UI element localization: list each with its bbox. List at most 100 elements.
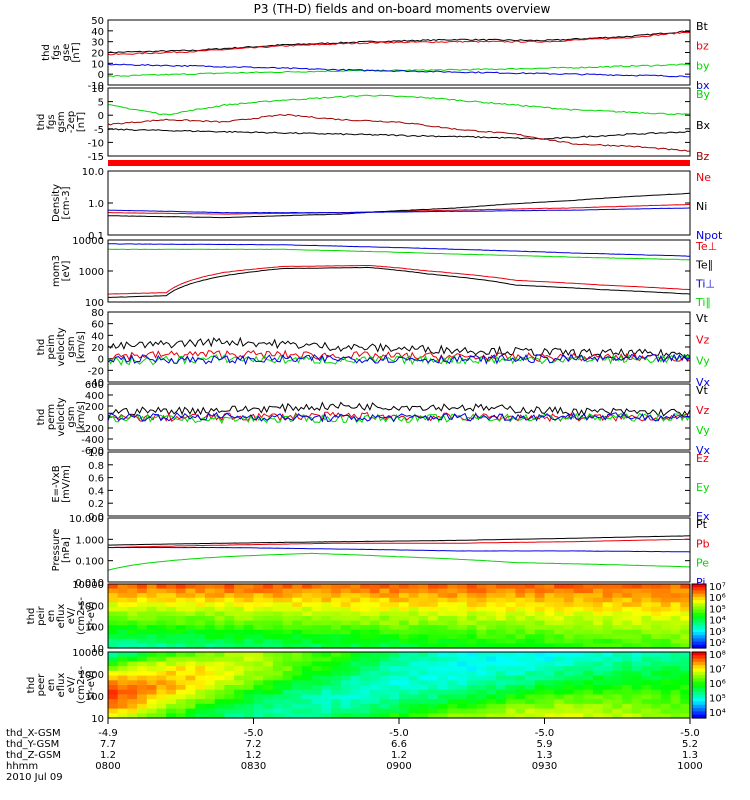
heatmap-cell	[379, 708, 390, 714]
heatmap-cell	[583, 611, 594, 617]
heatmap-cell	[224, 713, 235, 719]
heatmap-cell	[505, 625, 516, 631]
heatmap-cell	[331, 680, 342, 686]
heatmap-cell	[321, 611, 332, 617]
legend-Ey: Ey	[696, 481, 710, 494]
colorbar-segment	[692, 638, 706, 643]
heatmap-cell	[525, 666, 536, 672]
heatmap-cell	[185, 602, 196, 608]
heatmap-cell	[292, 634, 303, 640]
heatmap-cell	[418, 675, 429, 681]
heatmap-cell	[234, 656, 245, 663]
heatmap-cell	[399, 666, 410, 672]
heatmap-cell	[175, 675, 187, 681]
heatmap-cell	[224, 685, 235, 691]
heatmap-cell	[544, 638, 555, 645]
heatmap-cell	[379, 685, 390, 691]
heatmap-cell	[602, 652, 613, 658]
heatmap-cell	[651, 708, 662, 714]
heatmap-cell	[554, 611, 565, 617]
legend-Vt: Vt	[696, 384, 709, 397]
heatmap-cell	[651, 588, 662, 594]
heatmap-cell	[525, 675, 536, 681]
heatmap-cell	[622, 593, 633, 599]
panel-3-ylabel: Density [cm-3]	[51, 184, 72, 222]
legend-by: by	[696, 59, 710, 72]
heatmap-cell	[447, 685, 458, 691]
heatmap-cell	[205, 584, 216, 590]
heatmap-cell	[311, 602, 322, 608]
heatmap-cell	[466, 670, 478, 677]
heatmap-cell	[437, 584, 449, 590]
heatmap-cell	[340, 656, 352, 663]
heatmap-cell	[360, 602, 371, 608]
heatmap-cell	[331, 656, 342, 663]
heatmap-cell	[496, 708, 507, 714]
heatmap-cell	[399, 588, 410, 594]
heatmap-cell	[515, 593, 526, 599]
heatmap-cell	[243, 620, 255, 626]
xaxis-value: 0800	[95, 761, 120, 772]
heatmap-cell	[311, 584, 322, 590]
heatmap-cell	[534, 629, 546, 635]
colorbar-segment	[692, 644, 706, 649]
heatmap-cell	[408, 661, 419, 667]
heatmap-cell	[563, 694, 575, 700]
xaxis-value: 7.7	[100, 739, 116, 750]
panel-frame	[107, 311, 691, 383]
heatmap-cell	[651, 685, 662, 691]
heatmap-cell	[185, 643, 196, 649]
heatmap-cell	[447, 625, 458, 631]
heatmap-cell	[156, 675, 167, 681]
heatmap-cell	[331, 694, 342, 700]
heatmap-cell	[253, 685, 264, 691]
heatmap-cell	[311, 675, 322, 681]
xaxis-row-label: hhmm	[6, 761, 38, 772]
heatmap-cell	[573, 606, 584, 613]
heatmap-cell	[302, 680, 313, 686]
panel-10: thd peer en eflux eV/(cm2-s-sr-eV)1000010001…	[26, 648, 726, 725]
heatmap-cell	[612, 675, 623, 681]
heatmap-cell	[205, 680, 216, 686]
heatmap-cell	[185, 694, 196, 700]
heatmap-cell	[272, 638, 284, 645]
heatmap-cell	[457, 638, 468, 645]
heatmap-cell	[496, 616, 507, 622]
heatmap-cell	[408, 708, 419, 714]
heatmap-cell	[437, 680, 449, 686]
heatmap-cell	[399, 643, 410, 649]
heatmap-cell	[505, 593, 516, 599]
heatmap-cell	[156, 694, 167, 700]
heatmap-cell	[399, 656, 410, 663]
heatmap-cell	[486, 713, 497, 719]
heatmap-cell	[302, 689, 313, 696]
heatmap-cell	[418, 625, 429, 631]
heatmap-cell	[641, 694, 652, 700]
heatmap-cell	[263, 643, 274, 649]
heatmap-cell	[389, 685, 400, 691]
heatmap-cell	[185, 708, 196, 714]
heatmap-cell	[243, 670, 255, 677]
heatmap-cell	[331, 666, 342, 672]
heatmap-cell	[418, 670, 429, 677]
heatmap-cell	[127, 643, 138, 649]
heatmap-cell	[292, 629, 303, 635]
heatmap-cell	[214, 675, 225, 681]
heatmap-cell	[272, 656, 284, 663]
heatmap-cell	[321, 670, 332, 677]
heatmap-cell	[369, 597, 381, 603]
heatmap-cell	[360, 670, 371, 677]
ylabel-line: eV/	[66, 607, 77, 624]
heatmap-cell	[563, 584, 575, 590]
heatmap-cell	[224, 584, 235, 590]
heatmap-cell	[428, 593, 439, 599]
heatmap-cell	[156, 588, 167, 594]
heatmap-cell	[476, 652, 487, 658]
heatmap-cell	[224, 643, 235, 649]
heatmap-cell	[253, 694, 264, 700]
xaxis-value: 5.9	[537, 739, 553, 750]
heatmap-cell	[253, 616, 264, 622]
heatmap-cell	[331, 670, 342, 677]
heatmap-cell	[563, 652, 575, 658]
